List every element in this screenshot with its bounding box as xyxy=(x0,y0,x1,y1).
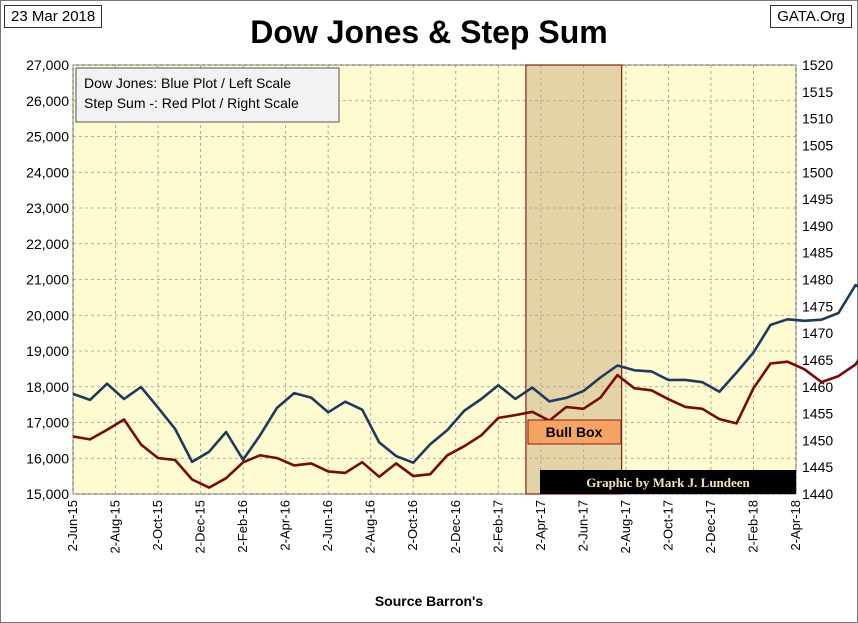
right-tick-label: 1485 xyxy=(802,245,833,261)
x-tick-label: 2-Dec-15 xyxy=(193,500,208,553)
left-tick-label: 16,000 xyxy=(26,450,69,466)
left-axis: 15,000 16,000 17,000 18,000 19,000 20,000 21,0… xyxy=(26,57,69,502)
left-tick-label: 26,000 xyxy=(26,93,69,109)
chart-title: Dow Jones & Step Sum xyxy=(250,14,608,50)
right-tick-label: 1475 xyxy=(802,298,833,314)
right-tick-label: 1460 xyxy=(802,379,833,395)
x-tick-label: 2-Jun-17 xyxy=(575,500,590,551)
legend-entry-stepsum: Step Sum -: Red Plot / Right Scale xyxy=(84,95,299,111)
left-tick-label: 24,000 xyxy=(26,164,69,180)
right-tick-label: 1495 xyxy=(802,191,833,207)
x-tick-label: 2-Dec-17 xyxy=(703,500,718,553)
legend: Dow Jones: Blue Plot / Left Scale Step S… xyxy=(75,67,340,123)
right-tick-label: 1445 xyxy=(802,459,833,475)
bull-box-label-bg xyxy=(527,419,622,445)
credit-bg xyxy=(540,470,796,494)
right-tick-label: 1510 xyxy=(802,111,833,127)
right-tick-label: 1520 xyxy=(802,57,833,73)
x-tick-label: 2-Aug-17 xyxy=(618,500,633,553)
right-tick-label: 1455 xyxy=(802,406,833,422)
date-label: 23 Mar 2018 xyxy=(4,5,103,28)
x-tick-label: 2-Oct-17 xyxy=(660,500,675,551)
right-tick-label: 1470 xyxy=(802,325,833,341)
right-tick-label: 1490 xyxy=(802,218,833,234)
right-tick-label: 1440 xyxy=(802,486,833,502)
x-tick-label: 2-Aug-15 xyxy=(108,500,123,553)
bull-box-label: Bull Box xyxy=(546,424,603,440)
step-sum-line xyxy=(72,358,858,489)
x-tick-label: 2-Oct-15 xyxy=(150,500,165,551)
left-tick-label: 27,000 xyxy=(26,57,69,73)
left-tick-label: 20,000 xyxy=(26,307,69,323)
gridlines xyxy=(72,64,797,495)
right-axis: 1440 1445 1450 1455 1460 1465 1470 1475 1480 1485… xyxy=(802,57,833,502)
left-tick-label: 25,000 xyxy=(26,129,69,145)
left-tick-label: 17,000 xyxy=(26,415,69,431)
right-tick-label: 1480 xyxy=(802,272,833,288)
x-tick-label: 2-Apr-18 xyxy=(788,500,803,551)
x-tick-label: 2-Jun-16 xyxy=(320,500,335,551)
legend-entry-dow: Dow Jones: Blue Plot / Left Scale xyxy=(84,75,291,91)
x-tick-label: 2-Feb-17 xyxy=(490,500,505,553)
x-tick-label: 2-Aug-16 xyxy=(363,500,378,553)
left-tick-label: 18,000 xyxy=(26,379,69,395)
site-label: GATA.Org xyxy=(770,5,852,28)
series-layer xyxy=(72,283,858,489)
credit-banner: Graphic by Mark J. Lundeen xyxy=(540,470,796,494)
credit-text: Graphic by Mark J. Lundeen xyxy=(586,475,750,490)
dow-jones-line xyxy=(72,283,858,465)
bull-box-annotation: Bull Box xyxy=(527,419,622,445)
x-tick-label: 2-Apr-17 xyxy=(533,500,548,551)
left-tick-label: 22,000 xyxy=(26,236,69,252)
right-tick-label: 1465 xyxy=(802,352,833,368)
left-tick-label: 21,000 xyxy=(26,272,69,288)
x-tick-label: 2-Dec-16 xyxy=(448,500,463,553)
x-axis: 2-Jun-15 2-Aug-15 2-Oct-15 2-Dec-15 2-Feb-16… xyxy=(65,500,803,553)
legend-box xyxy=(75,67,340,123)
left-tick-label: 23,000 xyxy=(26,200,69,216)
x-tick-label: 2-Feb-18 xyxy=(745,500,760,553)
x-axis-label: Source Barron's xyxy=(374,593,484,609)
right-tick-label: 1450 xyxy=(802,432,833,448)
left-tick-label: 15,000 xyxy=(26,486,69,502)
x-tick-label: 2-Oct-16 xyxy=(405,500,420,551)
right-tick-label: 1515 xyxy=(802,84,833,100)
x-tick-label: 2-Apr-16 xyxy=(278,500,293,551)
right-tick-label: 1505 xyxy=(802,137,833,153)
left-tick-label: 19,000 xyxy=(26,343,69,359)
right-tick-label: 1500 xyxy=(802,164,833,180)
x-tick-label: 2-Feb-16 xyxy=(235,500,250,553)
x-tick-label: 2-Jun-15 xyxy=(65,500,80,551)
